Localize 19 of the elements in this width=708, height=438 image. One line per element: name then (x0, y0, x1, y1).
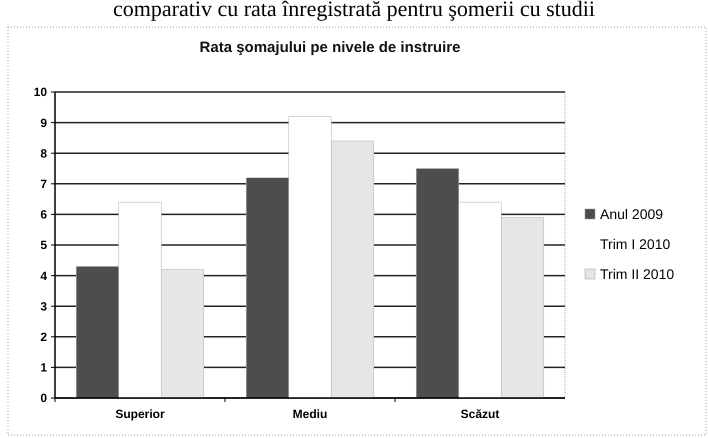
y-tick-label: 0 (40, 391, 48, 406)
y-tick-label: 8 (40, 146, 48, 160)
x-tick-label: Superior (115, 407, 165, 421)
y-tick-label: 2 (40, 330, 48, 344)
legend-label: Trim II 2010 (600, 266, 674, 282)
x-tick-label: Mediu (292, 407, 328, 421)
y-tick-label: 4 (40, 268, 48, 283)
y-tick-label: 9 (40, 116, 48, 130)
y-tick-label: 7 (40, 177, 48, 191)
chart-title: Rata şomajului pe nivele de instruire (200, 39, 460, 56)
y-tick-label: 1 (40, 360, 48, 375)
y-tick-label: 6 (40, 208, 48, 222)
text: Trim I 2010 (600, 236, 670, 252)
legend-label: Anul 2009 (600, 206, 664, 222)
y-tick-label: 10 (34, 85, 48, 100)
x-tick-label: Scăzut (460, 407, 500, 421)
y-tick-label: 5 (40, 238, 48, 252)
text: comparativ cu rata înregistrată pentru şomerii cu studii (112, 0, 596, 21)
y-tick-label: 3 (40, 299, 48, 314)
